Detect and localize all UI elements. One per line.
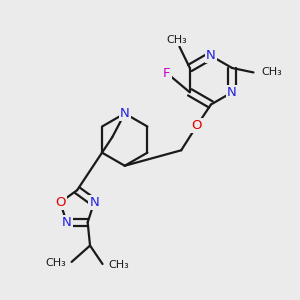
Text: N: N	[120, 107, 130, 120]
Text: CH₃: CH₃	[45, 258, 66, 268]
Text: CH₃: CH₃	[262, 68, 283, 77]
Text: F: F	[163, 68, 171, 80]
Text: CH₃: CH₃	[166, 35, 187, 45]
Text: O: O	[55, 196, 65, 209]
Text: O: O	[191, 119, 202, 132]
Text: N: N	[206, 49, 216, 62]
Text: N: N	[227, 86, 237, 99]
Text: N: N	[62, 216, 72, 229]
Text: N: N	[89, 196, 99, 209]
Text: CH₃: CH₃	[109, 260, 129, 271]
